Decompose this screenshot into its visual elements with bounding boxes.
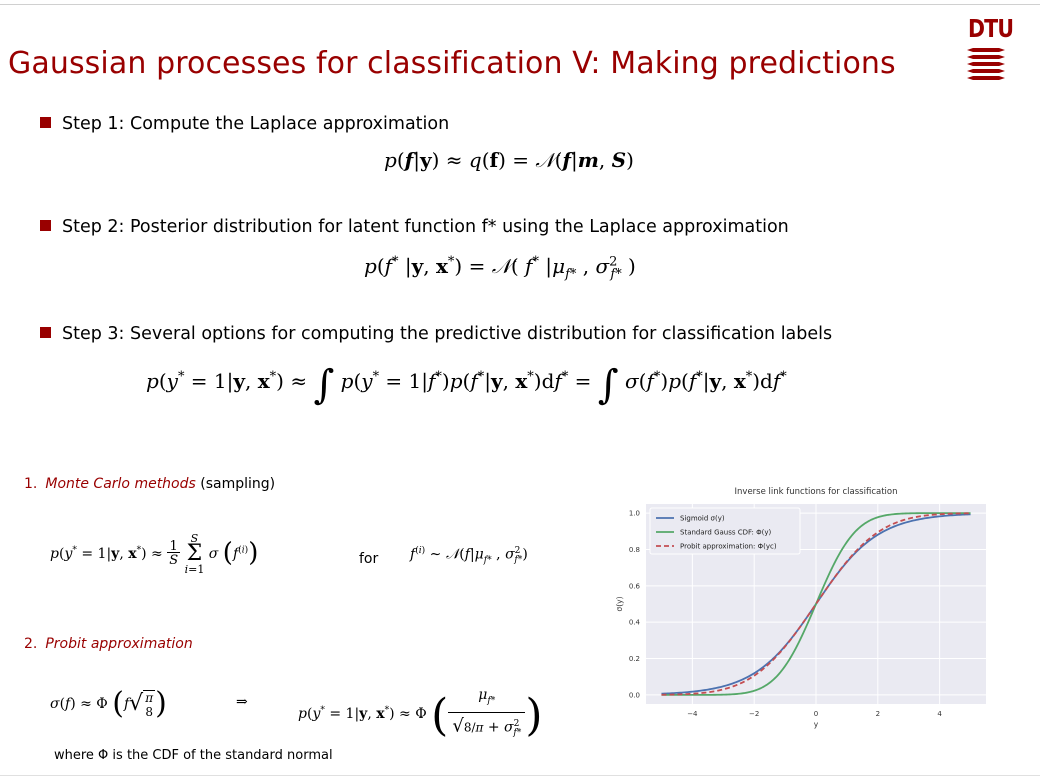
step-1: Step 1: Compute the Laplace approximatio…	[40, 114, 449, 134]
predictive-equation: p(y* = 1|y, x*) ≈ ∫ p(y* = 1|f*)p(f*|y, …	[146, 362, 787, 408]
inverse-link-chart: −4 −2 0 2 4 0.0 0.2 0.4 0.6 0.8 1.0 Inverse link fu…	[615, 487, 986, 729]
cdf-note: where Φ is the CDF of the standard norma…	[54, 748, 333, 763]
slide-title: Gaussian processes for classification V:…	[8, 46, 896, 81]
x-tick-label: −4	[687, 710, 698, 718]
series-line-probit_scaled	[661, 512, 971, 696]
x-axis-label: y	[814, 720, 819, 729]
posterior-equation: p(f* |y, x*) = 𝒩( f* |μf* , σ2f* )	[364, 254, 636, 282]
step-2: Step 2: Posterior distribution for laten…	[40, 217, 789, 237]
method-2: 2. Probit approximation	[24, 636, 193, 652]
series-line-gauss_cdf	[661, 512, 971, 696]
y-tick-label: 0.8	[629, 546, 640, 554]
step-3: Step 3: Several options for computing th…	[40, 324, 832, 344]
bottom-rule	[0, 775, 1040, 776]
dtu-logo: DTU	[964, 14, 1014, 84]
y-tick-label: 0.6	[629, 582, 641, 590]
probit-sigmoid-approximation: σ(f) ≈ Φ (f√ π 8)	[50, 686, 167, 721]
legend-entry: Probit approximation: Φ(yc)	[680, 543, 777, 551]
method-2-name: Probit approximation	[45, 636, 193, 652]
bullet-icon	[40, 117, 51, 128]
probit-predictive-equation: p(y* = 1|y, x*) ≈ Φ (μf* √8/π + σ2f*)	[298, 684, 542, 744]
legend-entry: Standard Gauss CDF: Φ(y)	[680, 529, 771, 537]
step-3-label: Step 3: Several options for computing th…	[62, 324, 833, 344]
for-word: for	[359, 551, 379, 567]
bullet-icon	[40, 327, 51, 338]
step-1-label: Step 1: Compute the Laplace approximatio…	[62, 114, 450, 134]
step-2-label: Step 2: Posterior distribution for laten…	[62, 217, 789, 237]
x-tick-label: 4	[937, 710, 942, 718]
method-1-number: 1.	[24, 476, 38, 492]
x-tick-label: 0	[814, 710, 818, 718]
logo-emblem-icon	[967, 48, 1005, 80]
laplace-equation: p(f|y) ≈ q(f) = 𝒩(f|m, S)	[384, 148, 634, 172]
method-1: 1. Monte Carlo methods (sampling)	[24, 476, 275, 492]
bullet-icon	[40, 220, 51, 231]
logo-text: DTU	[967, 14, 1014, 43]
x-tick-label: 2	[876, 710, 880, 718]
top-rule	[0, 4, 1040, 5]
y-tick-label: 0.4	[629, 619, 641, 627]
implies-arrow: ⇒	[236, 694, 248, 710]
legend-entry: Sigmoid σ(y)	[680, 515, 725, 523]
chart-title: Inverse link functions for classificatio…	[735, 487, 898, 497]
x-tick-label: −2	[749, 710, 759, 718]
method-1-name: Monte Carlo methods	[45, 476, 196, 492]
y-tick-label: 1.0	[629, 510, 640, 518]
y-axis-label: σ(y)	[615, 596, 624, 611]
sampling-distribution: f(i) ∼ 𝒩(f|μf* , σ2f*)	[410, 546, 528, 566]
y-tick-label: 0.0	[629, 691, 640, 699]
legend-box	[649, 507, 801, 555]
method-1-suffix: (sampling)	[200, 476, 276, 492]
y-tick-label: 0.2	[629, 655, 640, 663]
method-2-number: 2.	[24, 636, 38, 652]
